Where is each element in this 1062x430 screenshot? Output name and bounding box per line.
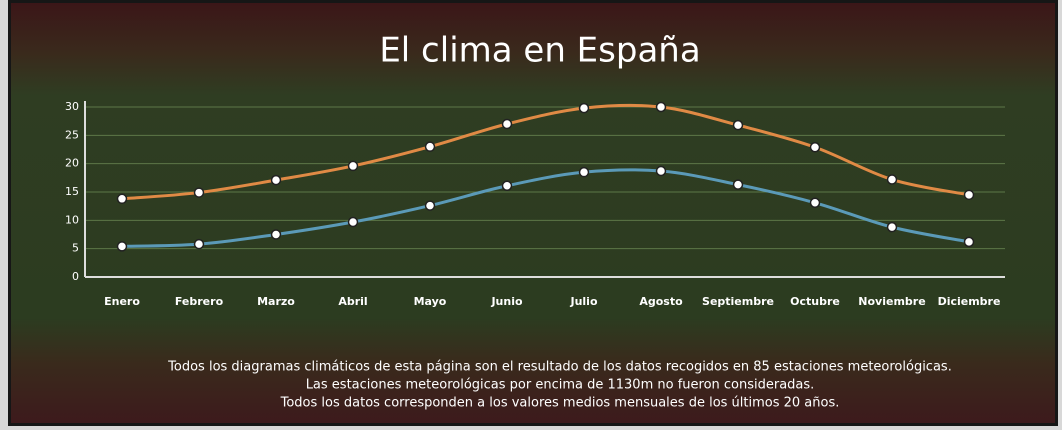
data-point bbox=[886, 221, 898, 233]
background bbox=[8, 0, 1058, 426]
series-line bbox=[121, 103, 970, 201]
data-point bbox=[655, 101, 667, 113]
data-point bbox=[886, 174, 898, 185]
data-point bbox=[116, 193, 128, 205]
data-point bbox=[193, 238, 205, 250]
x-tick-label: Marzo bbox=[257, 295, 295, 308]
y-tick-label: 0 bbox=[72, 270, 79, 283]
note: Las estaciones meteorológicas por encima… bbox=[306, 378, 815, 393]
data-point bbox=[424, 200, 436, 211]
x-tick-label: Octubre bbox=[790, 295, 840, 308]
x-tick-label: Abril bbox=[338, 295, 367, 308]
data-point bbox=[347, 216, 359, 228]
data-point bbox=[501, 118, 513, 130]
x-tick-label: Septiembre bbox=[702, 295, 774, 308]
y-tick-label: 5 bbox=[72, 242, 79, 255]
data-point bbox=[578, 166, 590, 178]
x-tick-label: Febrero bbox=[175, 295, 224, 308]
y-tick-label: 25 bbox=[65, 128, 79, 141]
data-point bbox=[193, 187, 205, 198]
data-point bbox=[578, 102, 590, 114]
data-point bbox=[809, 141, 821, 153]
note: Todos los datos corresponden a los valor… bbox=[280, 396, 840, 411]
x-tick-label: Mayo bbox=[414, 295, 447, 308]
data-point bbox=[270, 229, 282, 240]
x-tick-label: Julio bbox=[569, 295, 597, 308]
x-tick-label: Noviembre bbox=[858, 295, 925, 308]
data-point bbox=[655, 165, 667, 177]
data-point bbox=[732, 179, 744, 190]
x-tick-label: Junio bbox=[490, 295, 523, 308]
y-tick-label: 10 bbox=[65, 213, 79, 226]
data-point bbox=[963, 236, 975, 248]
y-tick-label: 30 bbox=[65, 100, 79, 113]
data-point bbox=[809, 197, 821, 209]
data-point bbox=[963, 189, 975, 201]
series-line bbox=[121, 168, 970, 248]
y-tick-label: 20 bbox=[65, 157, 79, 170]
y-tick-label: 15 bbox=[65, 185, 79, 198]
x-tick-label: Diciembre bbox=[938, 295, 1001, 308]
data-point bbox=[424, 141, 436, 152]
note: Todos los diagramas climáticos de esta p… bbox=[167, 360, 952, 375]
chart-title: El clima en España bbox=[379, 31, 700, 71]
data-point bbox=[347, 160, 359, 172]
data-point bbox=[501, 180, 513, 192]
data-point bbox=[732, 119, 744, 131]
x-tick-label: Agosto bbox=[639, 295, 683, 308]
x-tick-label: Enero bbox=[104, 295, 140, 308]
data-point bbox=[116, 241, 128, 252]
data-point bbox=[270, 174, 282, 186]
